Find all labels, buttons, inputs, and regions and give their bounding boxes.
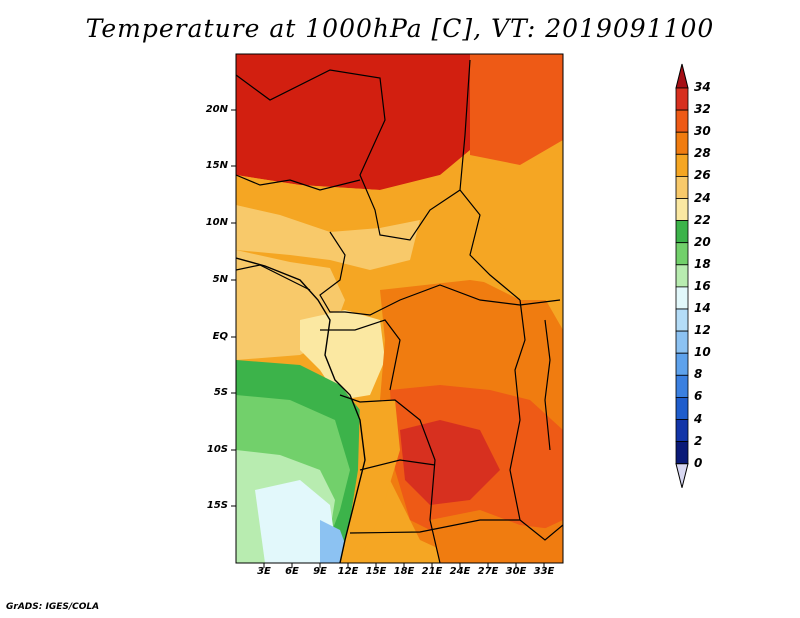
y-tick-label: 15N xyxy=(205,160,228,171)
x-tick-label: 30E xyxy=(505,566,527,577)
colorbar-segment xyxy=(675,396,689,420)
colorbar-segment xyxy=(675,330,689,354)
temperature-field xyxy=(236,54,563,563)
y-tick-label: 5N xyxy=(212,274,228,285)
colorbar-label: 24 xyxy=(694,190,711,205)
colorbar-label: 20 xyxy=(694,234,711,249)
colorbar-label: 16 xyxy=(694,278,711,293)
colorbar-segment xyxy=(675,153,689,177)
coastline xyxy=(236,257,366,563)
colorbar-segment xyxy=(675,220,689,244)
colorbar-bottom-arrow xyxy=(675,463,689,488)
colorbar-segment xyxy=(675,286,689,310)
x-tick-label: 3E xyxy=(257,566,271,577)
country-borders xyxy=(236,59,563,563)
colorbar-segment xyxy=(675,175,689,199)
colorbar-label: 28 xyxy=(694,146,711,161)
colorbar-label: 22 xyxy=(694,212,711,227)
map-title: Temperature at 1000hPa [C], VT: 20190911… xyxy=(85,14,715,43)
y-tick-label: 20N xyxy=(205,104,228,115)
colorbar-label: 34 xyxy=(694,80,711,94)
colorbar-segment xyxy=(675,87,689,111)
credit-text: GrADS: IGES/COLA xyxy=(6,602,100,612)
x-tick-label: 9E xyxy=(313,566,327,577)
colorbar-label: 6 xyxy=(694,389,703,404)
y-tick-label: 5S xyxy=(213,387,228,398)
colorbar xyxy=(675,63,689,488)
y-ticks xyxy=(231,109,236,507)
colorbar-label: 4 xyxy=(694,411,703,426)
colorbar-label: 0 xyxy=(694,455,703,470)
colorbar-label: 10 xyxy=(694,345,711,360)
x-tick-label: 15E xyxy=(365,566,387,577)
x-tick-label: 24E xyxy=(449,566,471,577)
colorbar-segment xyxy=(675,441,689,465)
colorbar-segment xyxy=(675,352,689,376)
x-tick-label: 6E xyxy=(285,566,299,577)
x-tick-label: 18E xyxy=(393,566,415,577)
x-ticks xyxy=(263,563,545,568)
colorbar-segment xyxy=(675,242,689,266)
colorbar-label: 12 xyxy=(694,323,711,338)
colorbar-label: 26 xyxy=(694,168,711,183)
y-tick-label: 10N xyxy=(205,217,228,228)
colorbar-segment xyxy=(675,419,689,443)
x-tick-label: 21E xyxy=(421,566,443,577)
colorbar-label: 8 xyxy=(694,367,703,382)
colorbar-segment xyxy=(675,308,689,332)
colorbar-segment xyxy=(675,109,689,133)
y-tick-label: 15S xyxy=(206,500,228,511)
colorbar-label: 32 xyxy=(694,102,711,117)
colorbar-segment xyxy=(675,374,689,398)
map-frame xyxy=(235,53,564,564)
y-tick-label: EQ xyxy=(212,331,228,342)
colorbar-label: 18 xyxy=(694,256,711,271)
y-tick-label: 10S xyxy=(206,444,228,455)
colorbar-segment xyxy=(675,131,689,155)
x-tick-label: 33E xyxy=(533,566,555,577)
x-tick-label: 12E xyxy=(337,566,359,577)
colorbar-label: 2 xyxy=(694,433,703,448)
colorbar-label: 30 xyxy=(694,124,711,139)
x-tick-label: 27E xyxy=(477,566,499,577)
colorbar-segment xyxy=(675,264,689,288)
colorbar-label: 14 xyxy=(694,301,711,315)
colorbar-top-arrow xyxy=(675,63,689,89)
colorbar-segment xyxy=(675,198,689,222)
